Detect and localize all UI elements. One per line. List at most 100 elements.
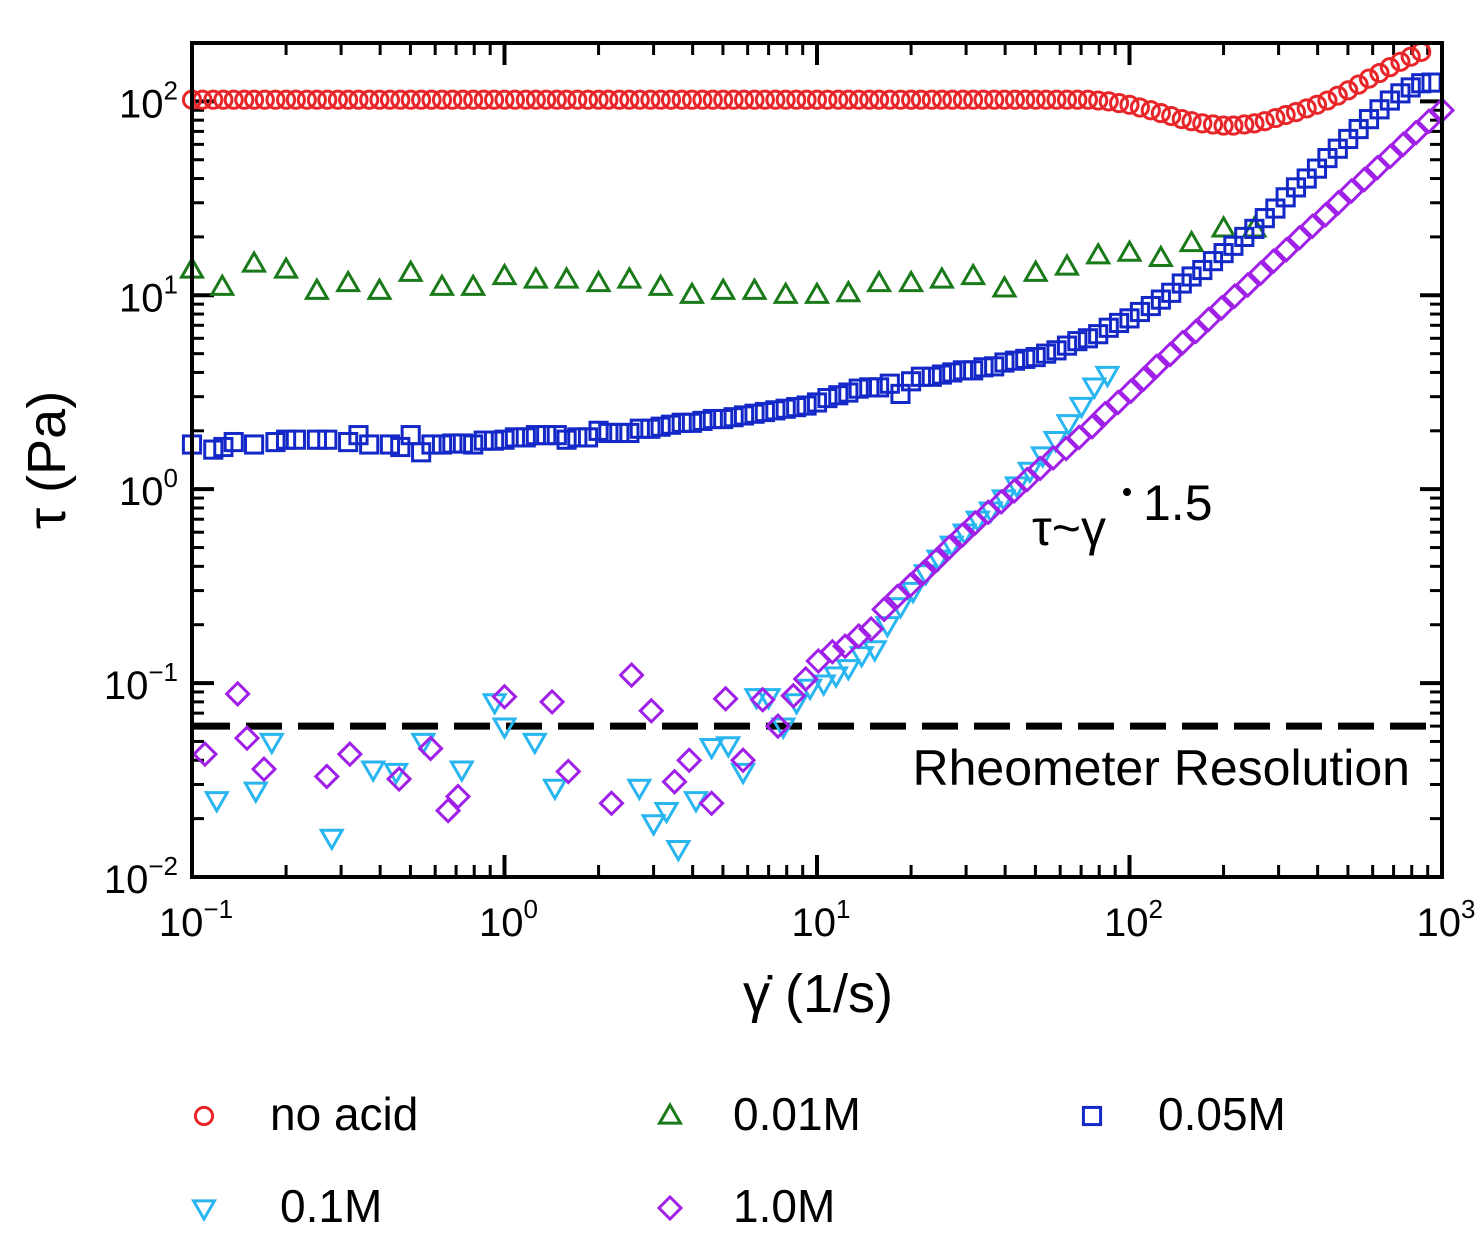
series-0-01m [178, 214, 1268, 304]
plot-frame [190, 41, 1444, 879]
data-point [275, 89, 297, 110]
data-point [786, 397, 807, 418]
data-point [838, 382, 859, 403]
data-point [869, 377, 890, 398]
data-point [879, 89, 900, 110]
legend-entry: no acid [193, 1088, 418, 1140]
data-point [473, 430, 494, 451]
data-point [792, 665, 819, 693]
data-point [942, 362, 963, 383]
data-point [1025, 89, 1046, 110]
data-point [1094, 365, 1121, 389]
data-point [733, 405, 755, 426]
data-point [598, 422, 619, 444]
power-law-prefix: τ~γ [1032, 500, 1106, 556]
data-point [203, 89, 224, 110]
data-point [491, 683, 518, 710]
data-point [1068, 396, 1095, 420]
data-point [258, 732, 285, 756]
data-point [931, 89, 952, 110]
y-axis-title: τ (Pa) [17, 391, 77, 529]
data-point [780, 682, 807, 709]
data-point [1055, 414, 1082, 437]
data-point [1143, 353, 1170, 380]
data-point [900, 89, 922, 110]
data-point [1299, 213, 1326, 240]
data-point [273, 256, 300, 279]
data-point [660, 414, 682, 435]
data-point [1338, 80, 1359, 101]
data-point [1053, 435, 1080, 462]
y-axis-label: τ (Pa) [17, 391, 77, 529]
series-1-0m [191, 97, 1456, 824]
data-point [303, 277, 330, 300]
data-point [588, 89, 609, 110]
data-point [1150, 103, 1171, 124]
data-point [1213, 115, 1234, 136]
data-point [213, 89, 234, 110]
data-point [567, 89, 588, 110]
data-point [313, 763, 340, 790]
data-point [444, 783, 472, 810]
data-point [1091, 400, 1119, 427]
data-point [491, 262, 518, 286]
legend-marker [193, 1105, 215, 1127]
data-point [1085, 241, 1112, 265]
data-point [504, 89, 526, 110]
data-point [1265, 108, 1286, 129]
data-point [1254, 111, 1275, 132]
data-point [828, 89, 849, 110]
y-tick-label: 102 [119, 75, 178, 126]
data-point [857, 615, 885, 643]
data-point [338, 431, 359, 453]
data-point [577, 427, 599, 448]
series-no-acid [181, 41, 1432, 136]
data-point [749, 686, 776, 713]
data-point [452, 89, 473, 110]
y-tick-label: 10−1 [104, 657, 178, 708]
data-point [817, 89, 838, 110]
data-point [521, 732, 548, 756]
legend-marker [1081, 1105, 1103, 1127]
data-point [984, 356, 1005, 377]
data-point [390, 89, 411, 110]
data-point [796, 395, 817, 416]
data-point [712, 685, 739, 712]
data-point [817, 388, 838, 409]
data-point [1116, 239, 1143, 262]
data-point [665, 840, 692, 863]
data-point [1358, 68, 1380, 89]
data-point [715, 736, 742, 759]
data-point [494, 89, 515, 110]
data-point [931, 364, 952, 385]
data-point [463, 89, 484, 110]
data-point [1081, 377, 1108, 401]
data-point [1077, 328, 1098, 349]
data-point [1056, 335, 1078, 356]
data-point [379, 434, 401, 455]
data-point [640, 814, 667, 837]
data-point [1348, 74, 1369, 95]
data-point [618, 661, 645, 689]
data-point [254, 89, 275, 110]
resolution-label: Rheometer Resolution [913, 740, 1411, 796]
data-point [681, 412, 703, 433]
data-point [317, 429, 338, 450]
data-point [460, 273, 487, 296]
data-point [973, 357, 994, 378]
data-point [265, 431, 286, 453]
data-point [421, 434, 442, 455]
data-point [1247, 260, 1274, 287]
data-point [928, 265, 955, 289]
data-point [555, 758, 582, 785]
y-tick-labels: 10−2 10−1 100 101 102 [104, 75, 178, 902]
data-point [296, 89, 317, 110]
data-point [1192, 113, 1213, 134]
data-point [609, 422, 630, 444]
data-point [952, 89, 973, 110]
data-point [1036, 343, 1057, 364]
data-point [463, 434, 484, 455]
dot-accent [1123, 488, 1131, 496]
data-point [910, 89, 931, 110]
data-point [1161, 105, 1182, 127]
